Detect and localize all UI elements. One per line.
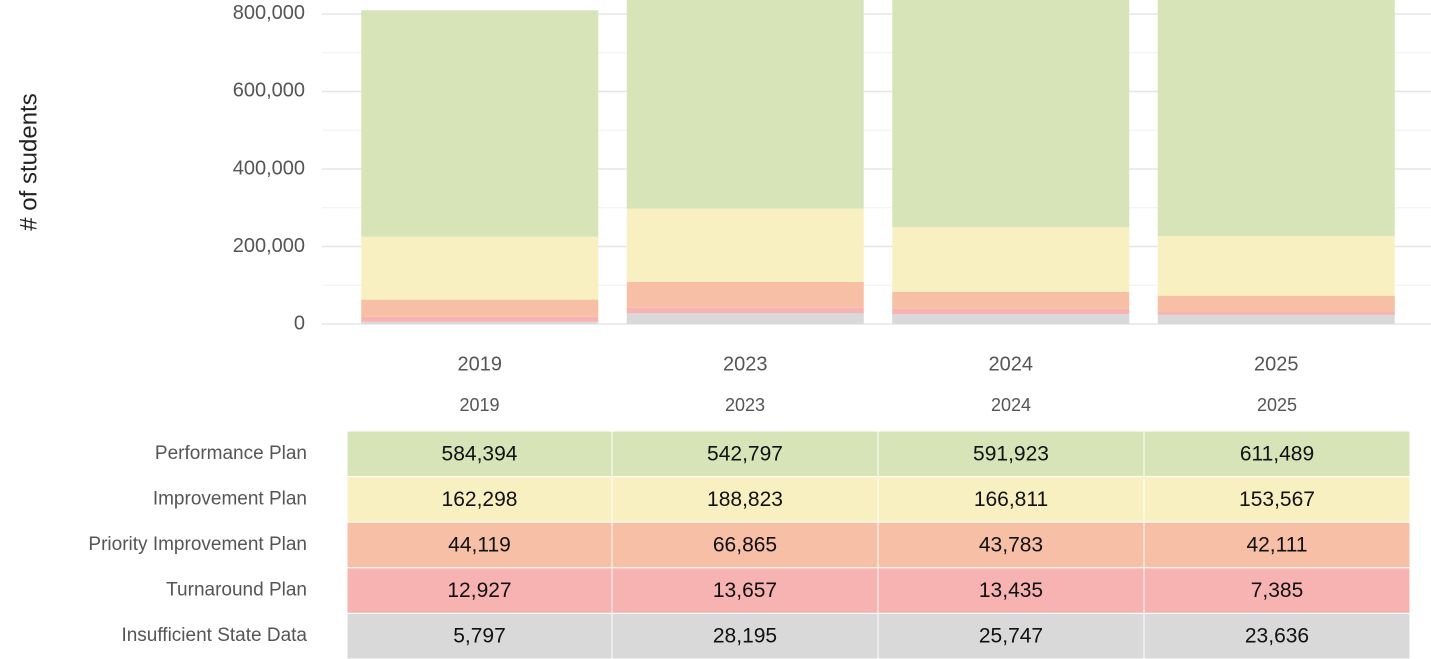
bar-segment [361, 299, 599, 317]
table-cell [346, 521, 613, 569]
y-tick-label: 200,000 [233, 235, 305, 257]
table-cell-value: 584,394 [442, 442, 518, 465]
table-row-label: Priority Improvement Plan [88, 534, 307, 555]
table-cell [346, 567, 613, 614]
table-column-header: 2023 [725, 395, 765, 415]
bar-segment [361, 10, 599, 237]
table-cell [1143, 612, 1411, 659]
table-cell-value: 188,823 [707, 488, 783, 511]
bar-segment [361, 236, 599, 300]
table-row-label: Performance Plan [155, 443, 307, 464]
table-cell [611, 612, 879, 659]
table-cell [877, 567, 1145, 614]
bar-segment [892, 314, 1130, 324]
table-cell-value: 23,636 [1245, 625, 1309, 648]
bar-segment [892, 308, 1130, 315]
table-cell [877, 612, 1145, 659]
table-column-header: 2025 [1257, 395, 1297, 415]
bar-segment [626, 208, 864, 282]
bar-segment [626, 281, 864, 308]
table-cell-value: 5,797 [453, 625, 506, 648]
bar-segment [1157, 295, 1395, 312]
y-tick-label: 800,000 [233, 2, 305, 24]
table-row-label: Turnaround Plan [166, 580, 307, 601]
table-cell-value: 25,747 [979, 625, 1043, 648]
table-cell-value: 7,385 [1251, 579, 1304, 602]
table-row-label: Improvement Plan [153, 488, 307, 509]
bar-segment [892, 0, 1130, 228]
bar-segment [1157, 314, 1395, 324]
table-cell-value: 12,927 [447, 579, 511, 602]
bar-segment [892, 227, 1130, 292]
table-cell-value: 153,567 [1239, 488, 1315, 511]
x-tick-label: 2019 [458, 353, 503, 375]
table-cell [611, 476, 879, 523]
table-cell-value: 44,119 [448, 534, 511, 557]
x-tick-label: 2024 [989, 353, 1034, 375]
table-cell-value: 13,657 [713, 579, 777, 602]
bar-segment [1157, 311, 1395, 315]
table-cell-value: 13,435 [979, 579, 1043, 602]
y-axis-title: # of students [15, 93, 42, 230]
bar-segment [892, 291, 1130, 309]
table-cell [611, 521, 879, 569]
table-cell [611, 567, 879, 614]
table-cell-value: 28,195 [713, 625, 777, 648]
bar-segment [1157, 236, 1395, 296]
y-tick-label: 600,000 [233, 80, 305, 102]
table-column-header: 2019 [459, 395, 499, 415]
y-tick-label: 0 [294, 312, 305, 334]
bar-segment [361, 321, 599, 324]
table-cell [346, 612, 613, 659]
bar-segment [626, 0, 864, 209]
table-cell-value: 162,298 [442, 488, 518, 511]
table-cell-value: 542,797 [707, 442, 783, 465]
bar-segment [361, 316, 599, 322]
bar-segment [1157, 0, 1395, 237]
table-row-label: Insufficient State Data [121, 625, 307, 646]
table-cell-value: 42,111 [1246, 534, 1307, 557]
table-cell-value: 611,489 [1240, 442, 1314, 465]
y-tick-label: 400,000 [233, 157, 305, 179]
bar-segment [626, 313, 864, 324]
x-tick-label: 2023 [723, 353, 768, 375]
table-cell [1143, 476, 1411, 523]
x-tick-label: 2025 [1254, 353, 1299, 375]
table-cell-value: 591,923 [973, 442, 1049, 465]
table-cell-value: 166,811 [974, 488, 1048, 511]
table-cell [877, 521, 1145, 569]
table-cell [1143, 567, 1411, 614]
table-cell-value: 66,865 [713, 534, 777, 557]
table-column-header: 2024 [991, 395, 1031, 415]
table-cell-value: 43,783 [979, 534, 1043, 557]
bar-segment [626, 307, 864, 314]
table-cell [877, 476, 1145, 523]
table-cell [1143, 521, 1411, 569]
